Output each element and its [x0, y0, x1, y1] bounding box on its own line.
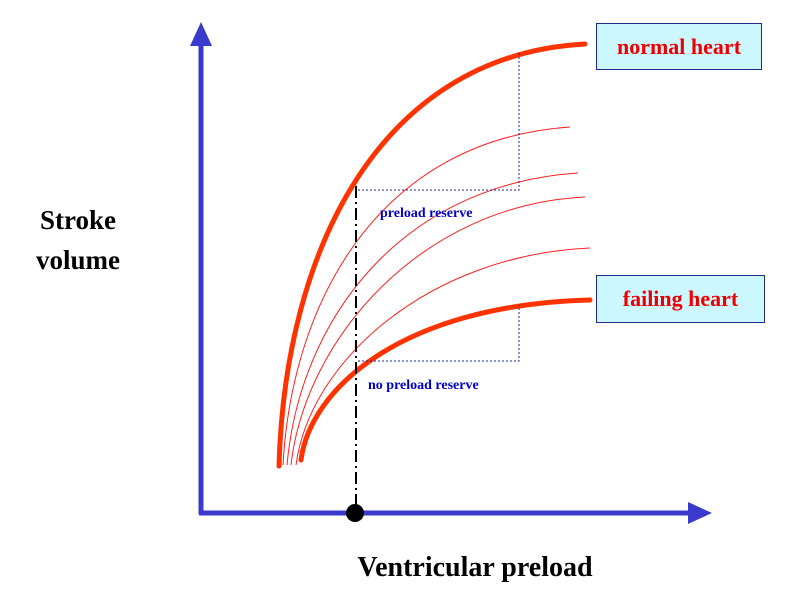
preload-reserve-label: preload reserve — [380, 206, 473, 221]
failing-heart-label: failing heart — [622, 286, 739, 311]
y-axis-label-line1: Stroke — [39, 205, 116, 235]
preload-marker-dot — [346, 504, 364, 522]
no-preload-reserve-label: no preload reserve — [368, 378, 479, 393]
x-axis-label: Ventricular preload — [357, 552, 593, 583]
preload-reserve-bracket — [358, 52, 520, 191]
y-axis-label-line2: volume — [36, 245, 120, 275]
normal-heart-curve — [276, 41, 588, 469]
intermediate-curve-3 — [290, 196, 586, 466]
failing-heart-curve — [298, 297, 593, 463]
y-axis-arrowhead — [190, 22, 212, 46]
no-preload-reserve-bracket — [358, 305, 520, 362]
intermediate-curve-4 — [295, 247, 591, 466]
y-axis-label: Stroke volume — [8, 200, 148, 280]
intermediate-curve-1 — [282, 126, 571, 466]
normal-heart-label: normal heart — [616, 33, 742, 59]
normal-heart-callout: normal heart — [596, 23, 762, 70]
intermediate-curve-2 — [286, 172, 579, 466]
failing-heart-callout: failing heart — [596, 275, 765, 323]
x-axis-arrowhead — [688, 502, 712, 524]
